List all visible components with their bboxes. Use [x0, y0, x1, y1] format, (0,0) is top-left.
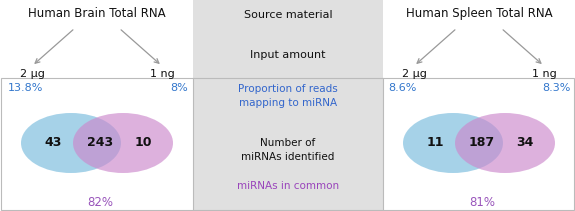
Text: 8.6%: 8.6%: [388, 83, 416, 93]
Ellipse shape: [21, 113, 121, 173]
Text: Source material: Source material: [244, 10, 332, 20]
Text: 8%: 8%: [170, 83, 188, 93]
Bar: [1, 78, 574, 210]
Text: 187: 187: [469, 137, 495, 150]
Text: Human Spleen Total RNA: Human Spleen Total RNA: [406, 7, 553, 20]
Bar: [193, 0, 383, 211]
Text: 1 ng: 1 ng: [150, 69, 174, 79]
Text: 82%: 82%: [87, 196, 113, 209]
Text: 81%: 81%: [469, 196, 495, 209]
Text: 11: 11: [426, 137, 444, 150]
Ellipse shape: [455, 113, 555, 173]
Text: 2 μg: 2 μg: [20, 69, 44, 79]
Text: miRNAs in common: miRNAs in common: [237, 181, 339, 191]
Ellipse shape: [73, 113, 173, 173]
Text: 243: 243: [87, 137, 113, 150]
Text: Proportion of reads
mapping to miRNA: Proportion of reads mapping to miRNA: [238, 84, 338, 108]
Text: Input amount: Input amount: [250, 50, 326, 60]
Ellipse shape: [403, 113, 503, 173]
Text: 34: 34: [516, 137, 534, 150]
Text: Human Brain Total RNA: Human Brain Total RNA: [28, 7, 166, 20]
Text: 13.8%: 13.8%: [8, 83, 43, 93]
Text: 43: 43: [44, 137, 62, 150]
Text: 2 μg: 2 μg: [401, 69, 427, 79]
Text: 10: 10: [134, 137, 152, 150]
Text: Number of
miRNAs identified: Number of miRNAs identified: [242, 138, 335, 162]
Text: 1 ng: 1 ng: [532, 69, 557, 79]
Text: 8.3%: 8.3%: [543, 83, 571, 93]
